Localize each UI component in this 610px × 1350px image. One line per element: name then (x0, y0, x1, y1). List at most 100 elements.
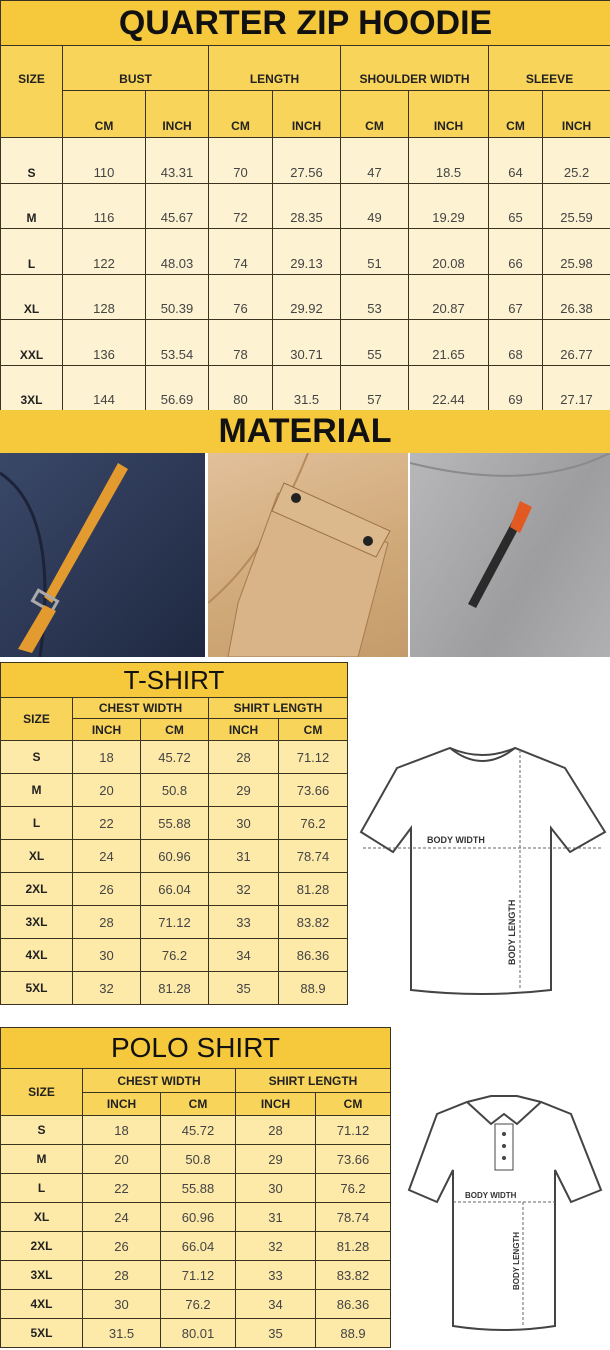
value-cell: 71.12 (278, 740, 348, 774)
zip-pull-icon (0, 463, 128, 657)
value-cell: 88.9 (278, 971, 348, 1005)
value-cell: 70 (208, 137, 273, 184)
value-cell: 35 (208, 971, 279, 1005)
value-cell: 128 (62, 273, 146, 320)
value-cell: 67 (488, 273, 543, 320)
value-cell: 22.44 (408, 364, 489, 411)
value-cell: 29 (208, 773, 279, 807)
size-cell: 3XL (0, 364, 63, 411)
value-cell: 65 (488, 182, 543, 229)
value-cell: 26.38 (541, 273, 610, 320)
value-cell: 35 (235, 1318, 316, 1348)
value-cell: 51 (340, 228, 409, 275)
group-header: LENGTH (208, 45, 341, 91)
value-cell: 50.8 (140, 773, 209, 807)
size-cell: L (0, 228, 63, 275)
value-cell: 88.9 (314, 1318, 392, 1348)
size-cell: S (0, 740, 73, 774)
value-cell: 76.2 (278, 806, 348, 840)
size-cell: 4XL (0, 938, 73, 972)
tshirt-body-length-label: BODY LENGTH (507, 900, 517, 965)
value-cell: 33 (208, 905, 279, 939)
value-cell: 53 (340, 273, 409, 320)
value-cell: 71.12 (314, 1115, 392, 1145)
value-cell: 80.01 (160, 1318, 236, 1348)
size-cell: 3XL (0, 905, 73, 939)
size-cell: 5XL (0, 1318, 83, 1348)
value-cell: 20 (72, 773, 141, 807)
value-cell: 19.29 (408, 182, 489, 229)
value-cell: 29 (235, 1144, 316, 1174)
table-row: L 122 48.03 74 29.13 51 20.08 66 25.98 (0, 228, 610, 275)
tshirt-outline-icon (359, 746, 607, 995)
khaki-fabric-photo (208, 453, 408, 657)
value-cell: 55 (340, 319, 409, 366)
table-row: S 18 45.72 28 71.12 (0, 1115, 392, 1145)
value-cell: 22 (72, 806, 141, 840)
unit-header: CM (140, 718, 209, 741)
polo-body-width-label: BODY WIDTH (465, 1191, 517, 1200)
gray-fabric-photo (410, 453, 610, 657)
size-cell: XL (0, 839, 73, 873)
tshirt-size-table: T-SHIRT SIZE CHEST WIDTH SHIRT LENGTH INCH CM… (0, 662, 348, 1005)
value-cell: 28 (208, 740, 279, 774)
value-cell: 31.5 (82, 1318, 161, 1348)
size-column-header: SIZE (0, 1068, 83, 1116)
value-cell: 28.35 (272, 182, 341, 229)
group-header: CHEST WIDTH (72, 697, 209, 719)
value-cell: 116 (62, 182, 146, 229)
value-cell: 30 (235, 1173, 316, 1203)
value-cell: 18.5 (408, 137, 489, 184)
value-cell: 83.82 (314, 1260, 392, 1290)
value-cell: 33 (235, 1260, 316, 1290)
unit-header: INCH (272, 90, 341, 138)
value-cell: 30 (72, 938, 141, 972)
table-row: S 18 45.72 28 71.12 (0, 740, 348, 774)
value-cell: 64 (488, 137, 543, 184)
value-cell: 66 (488, 228, 543, 275)
table-row: L 22 55.88 30 76.2 (0, 1173, 392, 1203)
polo-diagram: BODY WIDTH BODY LENGTH (407, 1095, 603, 1331)
value-cell: 80 (208, 364, 273, 411)
value-cell: 72 (208, 182, 273, 229)
table-row: M 20 50.8 29 73.66 (0, 1144, 392, 1174)
value-cell: 28 (72, 905, 141, 939)
value-cell: 86.36 (278, 938, 348, 972)
value-cell: 20.87 (408, 273, 489, 320)
value-cell: 28 (235, 1115, 316, 1145)
size-cell: M (0, 1144, 83, 1174)
table-row: M 116 45.67 72 28.35 49 19.29 65 25.59 (0, 182, 610, 229)
group-header: SHIRT LENGTH (208, 697, 348, 719)
table-row: 2XL 26 66.04 32 81.28 (0, 872, 348, 906)
size-cell: M (0, 182, 63, 229)
value-cell: 78.74 (314, 1202, 392, 1232)
unit-header: INCH (145, 90, 209, 138)
value-cell: 76.2 (160, 1289, 236, 1319)
value-cell: 86.36 (314, 1289, 392, 1319)
tshirt-diagram: BODY WIDTH BODY LENGTH (359, 746, 607, 995)
table-row: 5XL 31.5 80.01 35 88.9 (0, 1318, 392, 1348)
value-cell: 32 (208, 872, 279, 906)
table-row: XL 24 60.96 31 78.74 (0, 839, 348, 873)
value-cell: 136 (62, 319, 146, 366)
value-cell: 31.5 (272, 364, 341, 411)
unit-header: CM (314, 1092, 392, 1116)
value-cell: 48.03 (145, 228, 209, 275)
unit-header: INCH (82, 1092, 161, 1116)
value-cell: 76 (208, 273, 273, 320)
material-heading: MATERIAL (0, 410, 610, 453)
size-cell: S (0, 137, 63, 184)
value-cell: 25.98 (541, 228, 610, 275)
size-cell: S (0, 1115, 83, 1145)
unit-header: INCH (208, 718, 279, 741)
value-cell: 122 (62, 228, 146, 275)
value-cell: 73.66 (278, 773, 348, 807)
value-cell: 83.82 (278, 905, 348, 939)
value-cell: 20.08 (408, 228, 489, 275)
value-cell: 81.28 (278, 872, 348, 906)
value-cell: 22 (82, 1173, 161, 1203)
value-cell: 144 (62, 364, 146, 411)
value-cell: 50.8 (160, 1144, 236, 1174)
size-cell: 5XL (0, 971, 73, 1005)
value-cell: 30.71 (272, 319, 341, 366)
